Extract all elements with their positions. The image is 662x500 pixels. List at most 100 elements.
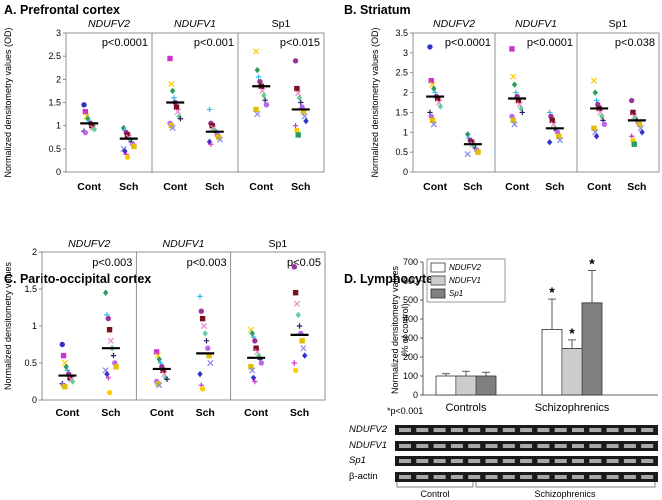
plot-frame xyxy=(412,32,660,173)
y-tick-label: 1 xyxy=(32,321,37,331)
blot-band xyxy=(572,444,584,448)
blot-group-label: Control xyxy=(420,489,449,499)
data-point xyxy=(518,105,524,112)
group-ndufv1: NDUFV1 p<0.003 Cont Sch xyxy=(135,238,227,419)
data-point xyxy=(592,89,598,96)
blot-band xyxy=(450,444,463,448)
data-point xyxy=(431,85,437,92)
data-point xyxy=(206,352,212,359)
p-value-label: p<0.003 xyxy=(187,257,227,269)
data-point xyxy=(515,97,522,104)
blot-band xyxy=(554,444,567,448)
data-point xyxy=(429,117,436,124)
significance-star: * xyxy=(589,256,595,272)
data-point xyxy=(301,113,308,120)
data-point xyxy=(556,137,564,144)
x-category-label: Sch xyxy=(545,181,564,193)
blot-band xyxy=(416,444,429,448)
blot-band xyxy=(502,428,515,432)
y-axis-label-unit: (% of control) xyxy=(400,303,410,357)
blot-row-label: β-actin xyxy=(349,471,378,482)
data-point xyxy=(632,115,639,122)
data-point xyxy=(85,115,91,122)
data-point xyxy=(252,48,260,55)
blot-band xyxy=(502,475,515,479)
legend-item-ndufv1: NDUFV1 xyxy=(430,275,481,286)
data-point xyxy=(124,154,131,160)
blot-band xyxy=(520,428,533,432)
data-point xyxy=(293,300,301,307)
x-category-label: Sch xyxy=(196,407,215,419)
data-point xyxy=(102,289,109,296)
data-point xyxy=(197,370,203,378)
blot-band xyxy=(623,428,636,432)
y-tick-label: 0 xyxy=(403,167,408,177)
blot-band xyxy=(416,475,429,479)
y-tick-label: 3 xyxy=(403,48,408,58)
y-tick-label: 2 xyxy=(32,247,37,257)
y-tick-label: 0 xyxy=(56,167,61,177)
p-value-label: p<0.0001 xyxy=(102,37,148,49)
data-point xyxy=(82,109,89,115)
blot-band xyxy=(572,475,584,479)
blot-band xyxy=(641,444,654,448)
data-point xyxy=(262,97,268,103)
legend-swatch xyxy=(430,288,446,299)
blot-row-label: NDUFV1 xyxy=(349,440,387,451)
data-point xyxy=(303,117,309,125)
blot-band xyxy=(589,444,602,448)
data-point xyxy=(258,360,265,366)
blot-band xyxy=(399,444,411,448)
data-point xyxy=(249,330,255,337)
y-tick-label: 0 xyxy=(413,390,418,400)
data-point xyxy=(292,367,299,374)
control-bracket xyxy=(396,482,474,488)
data-point xyxy=(300,109,307,115)
blot-row-label: Sp1 xyxy=(349,455,366,466)
data-point xyxy=(591,125,597,132)
blot-band xyxy=(468,444,481,448)
blot-band xyxy=(433,475,446,479)
blot-row-label: NDUFV2 xyxy=(349,424,388,435)
data-point xyxy=(298,99,304,106)
data-point xyxy=(257,78,263,85)
blot-band xyxy=(399,475,411,479)
data-point xyxy=(168,80,175,88)
data-point xyxy=(294,85,300,92)
gene-label: NDUFV2 xyxy=(68,238,110,250)
y-tick-label: 3.5 xyxy=(395,28,408,38)
data-point xyxy=(590,77,598,84)
y-axis-label: Normalized densitometry values (OD) xyxy=(370,27,380,177)
data-point xyxy=(171,95,177,101)
blot-band xyxy=(537,459,550,463)
gene-label: Sp1 xyxy=(609,18,628,30)
data-point xyxy=(206,106,213,113)
x-category-label: Cont xyxy=(505,181,529,193)
data-point xyxy=(169,87,176,95)
blot-band xyxy=(485,444,498,448)
data-point xyxy=(253,106,259,113)
data-point xyxy=(291,264,298,270)
data-point xyxy=(174,108,181,115)
group-ndufv1: NDUFV1 p<0.001 Cont Sch xyxy=(151,18,234,193)
legend-item-sp1: Sp1 xyxy=(430,288,463,299)
bar-ndufv2-controls xyxy=(435,373,457,396)
data-point xyxy=(510,117,516,124)
y-tick-label: 2 xyxy=(56,74,61,84)
data-point xyxy=(164,376,170,382)
data-point xyxy=(122,147,128,155)
data-point xyxy=(556,133,562,139)
blot-band xyxy=(606,459,619,463)
y-tick-label: 0.5 xyxy=(48,144,61,154)
bar xyxy=(581,302,603,396)
blot-band xyxy=(572,459,584,463)
blot-band xyxy=(399,459,411,463)
data-point xyxy=(106,389,113,396)
blot-band xyxy=(485,475,498,479)
legend-box xyxy=(426,258,506,303)
data-point xyxy=(69,378,76,385)
data-point xyxy=(168,122,175,129)
data-point xyxy=(105,375,111,381)
y-tick-label: 200 xyxy=(403,352,418,362)
